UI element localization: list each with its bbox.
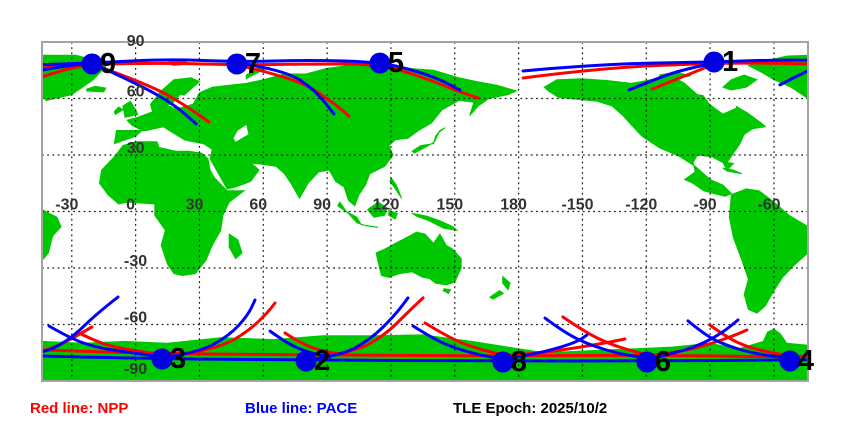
pace-track-segment-3 <box>235 61 336 116</box>
pace-track-segment-10 <box>47 324 164 359</box>
legend-tle-epoch-label: TLE Epoch: 2025/10/2 <box>453 400 607 417</box>
orbit-marker-number-4: 4 <box>798 345 814 377</box>
pace-track-segment-4 <box>42 61 94 72</box>
orbit-marker-number-9: 9 <box>100 48 116 80</box>
landmass-japan <box>411 127 446 154</box>
landmass-cuba <box>722 167 743 175</box>
orbit-marker-dot-2 <box>295 350 317 372</box>
npp-track-segment-1 <box>42 61 480 100</box>
npp-track-segment-11 <box>283 331 352 357</box>
lat-tick-label--60: -60 <box>124 310 147 327</box>
orbit-marker-number-7: 7 <box>245 48 261 80</box>
landmass-tasmania <box>442 288 452 295</box>
orbit-marker-dot-5 <box>369 52 391 74</box>
landmass-new-guinea <box>411 212 459 232</box>
landmass-brazil-east-tip <box>42 209 62 262</box>
pace-track-segment-7 <box>778 69 808 87</box>
pace-track-segment-11 <box>160 298 257 360</box>
npp-track-segment-17 <box>708 323 792 358</box>
orbit-marker-dot-9 <box>81 53 103 75</box>
lon-tick-label--120: -120 <box>625 197 657 214</box>
landmass-australia <box>375 231 462 286</box>
orbit-marker-dot-8 <box>492 351 514 373</box>
landmass-new-zealand-south <box>488 289 505 300</box>
lat-tick-label--30: -30 <box>124 253 147 270</box>
landmass-ireland <box>113 106 124 116</box>
orbit-marker-dot-3 <box>151 348 173 370</box>
landmass-south-america <box>728 188 808 314</box>
landmass-philippines <box>389 176 403 199</box>
npp-track-segment-9 <box>75 330 164 357</box>
pace-track-segment-14 <box>411 324 505 361</box>
npp-track-segment-4 <box>42 62 94 79</box>
pace-track-segment-8 <box>42 354 808 363</box>
npp-track-segment-15 <box>561 315 649 357</box>
landmass-sulawesi <box>388 209 398 220</box>
lat-tick-label--90: -90 <box>124 361 147 378</box>
orbit-marker-dot-6 <box>636 351 658 373</box>
lon-tick-label-30: 30 <box>186 197 204 214</box>
orbit-marker-number-2: 2 <box>314 345 330 377</box>
lon-tick-label--150: -150 <box>561 197 593 214</box>
landmass-africa <box>98 141 246 277</box>
npp-track-segment-13 <box>423 321 505 357</box>
orbit-marker-number-8: 8 <box>511 346 527 378</box>
map-layers: 1 2 3 4 5 6 7 8 9 -30 0 30 60 90 120 150 180 -150 -120 -90 -… <box>41 33 814 382</box>
npp-track-segment-10 <box>178 301 277 357</box>
npp-track-segment-5 <box>521 61 808 80</box>
lon-tick-label-90: 90 <box>313 197 331 214</box>
map-border <box>41 41 809 382</box>
lon-tick-label-180: 180 <box>500 197 527 214</box>
lon-tick-label-0: 0 <box>126 197 135 214</box>
landmass-baffin-island <box>721 74 758 91</box>
legend-pace-label: Blue line: PACE <box>245 400 357 417</box>
lat-tick-label-60: 60 <box>127 84 145 101</box>
npp-track-segment-6 <box>650 62 716 91</box>
orbit-marker-number-6: 6 <box>655 346 671 378</box>
orbit-marker-dot-4 <box>779 350 801 372</box>
orbit-marker-dot-7 <box>226 53 248 75</box>
orbit-marker-number-5: 5 <box>388 47 404 79</box>
pace-track-segment-2 <box>90 61 198 126</box>
lon-tick-label-120: 120 <box>373 197 400 214</box>
npp-track-segment-7 <box>42 348 808 359</box>
lon-tick-label-150: 150 <box>436 197 463 214</box>
pace-track-segment-5 <box>521 58 808 73</box>
landmass-iceland <box>86 85 107 93</box>
pace-track-segment-12 <box>268 329 332 359</box>
lon-tick-label--30: -30 <box>55 197 78 214</box>
pace-track-segment-9 <box>42 295 120 354</box>
lat-tick-label-90: 90 <box>127 33 145 50</box>
orbit-marker-dot-1 <box>703 51 725 73</box>
pace-track-segment-16 <box>543 316 649 360</box>
pace-track-segment-13 <box>304 296 410 362</box>
lon-tick-label--60: -60 <box>757 197 780 214</box>
lon-tick-label--90: -90 <box>694 197 717 214</box>
landmass-new-zealand-north <box>502 275 511 291</box>
lon-tick-label-60: 60 <box>249 197 267 214</box>
orbit-marker-number-3: 3 <box>170 343 186 375</box>
landmass-sumatra-java <box>337 201 379 228</box>
pace-track-segment-18 <box>686 319 792 360</box>
lat-tick-label-30: 30 <box>127 140 145 157</box>
landmass-madagascar <box>228 233 243 260</box>
orbit-marker-number-1: 1 <box>722 46 738 78</box>
npp-track-segment-2 <box>90 62 211 124</box>
legend-npp-label: Red line: NPP <box>30 400 128 417</box>
pace-track-segment-6 <box>627 61 716 92</box>
pace-track-segment-1 <box>42 58 462 92</box>
pace-track-segment-17 <box>645 318 740 362</box>
water-caspian-sea <box>233 124 249 142</box>
